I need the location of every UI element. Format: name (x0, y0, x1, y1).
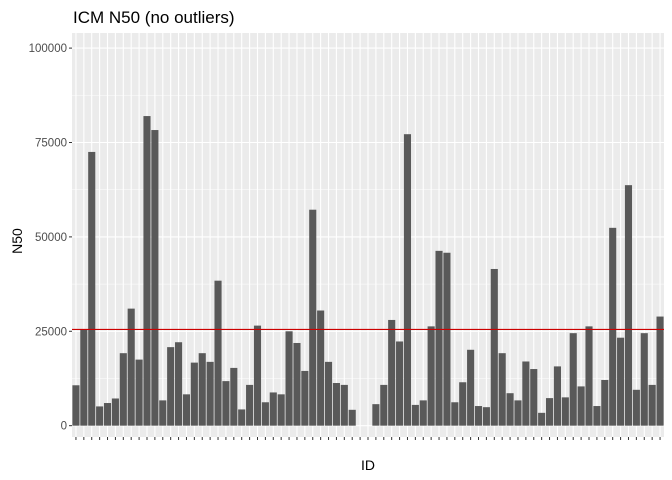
bar (498, 353, 506, 426)
bar (348, 409, 356, 426)
bar (206, 361, 214, 426)
bar (648, 384, 656, 426)
bar (609, 227, 617, 426)
bar (467, 349, 475, 426)
bar (490, 268, 498, 426)
bar (285, 331, 293, 426)
bar (538, 412, 546, 426)
bar (411, 404, 419, 426)
bar (632, 389, 640, 426)
bar (380, 384, 388, 426)
bar (593, 406, 601, 426)
bar (372, 404, 380, 426)
bar (640, 333, 648, 426)
bar (253, 325, 262, 426)
bar (80, 329, 88, 426)
bar (624, 185, 633, 426)
bar (561, 397, 569, 426)
bar (522, 361, 530, 426)
bar (230, 367, 238, 426)
y-axis-ticks: 0 25000 50000 75000 100000 (29, 43, 72, 433)
bar (601, 379, 609, 426)
bar (435, 250, 443, 426)
bar (482, 407, 490, 426)
bar (246, 384, 254, 426)
bar (143, 116, 151, 426)
bar (190, 362, 198, 426)
bar (332, 383, 340, 426)
bar (151, 130, 159, 426)
bar (585, 326, 593, 426)
bar (553, 366, 561, 426)
bar (340, 384, 348, 426)
y-tick-label: 100000 (29, 43, 67, 55)
bar (167, 347, 175, 426)
y-tick-label: 0 (61, 421, 67, 433)
bar (198, 353, 206, 426)
bar (182, 394, 191, 426)
bar (443, 252, 451, 426)
bar (569, 333, 577, 426)
x-axis-title: ID (361, 457, 375, 473)
x-axis-ticks (75, 437, 661, 440)
chart-title: ICM N50 (no outliers) (73, 8, 235, 27)
bar (506, 393, 514, 426)
bar (277, 394, 285, 426)
bar (127, 308, 135, 426)
bar (396, 341, 404, 426)
bar (135, 359, 143, 426)
bar (545, 398, 554, 426)
y-tick-label: 75000 (35, 137, 67, 149)
bar (427, 326, 435, 426)
bar (293, 342, 301, 426)
bar (403, 134, 412, 426)
bar (72, 385, 80, 426)
bar (159, 400, 167, 426)
bar (419, 400, 427, 426)
bar (530, 369, 538, 426)
y-axis-title: N50 (9, 228, 25, 254)
bar (656, 316, 664, 426)
bar (269, 392, 277, 426)
bar (459, 382, 467, 426)
bar (96, 406, 104, 426)
bar (388, 319, 396, 426)
bar (111, 398, 119, 426)
bar (261, 402, 269, 426)
bar (309, 209, 317, 426)
bar (238, 409, 246, 426)
bar (451, 402, 459, 426)
bar (214, 280, 222, 426)
bar (88, 151, 96, 426)
bar (175, 342, 183, 426)
bar (301, 370, 309, 426)
bars (72, 116, 664, 426)
y-tick-label: 50000 (35, 232, 67, 244)
bar (103, 403, 112, 426)
bar (317, 310, 325, 426)
bar (324, 361, 333, 426)
y-tick-label: 25000 (35, 326, 67, 338)
bar (577, 386, 585, 426)
bar (222, 381, 230, 426)
bar (119, 353, 127, 426)
bar (617, 337, 625, 426)
bar (514, 400, 522, 426)
bar (474, 406, 483, 426)
